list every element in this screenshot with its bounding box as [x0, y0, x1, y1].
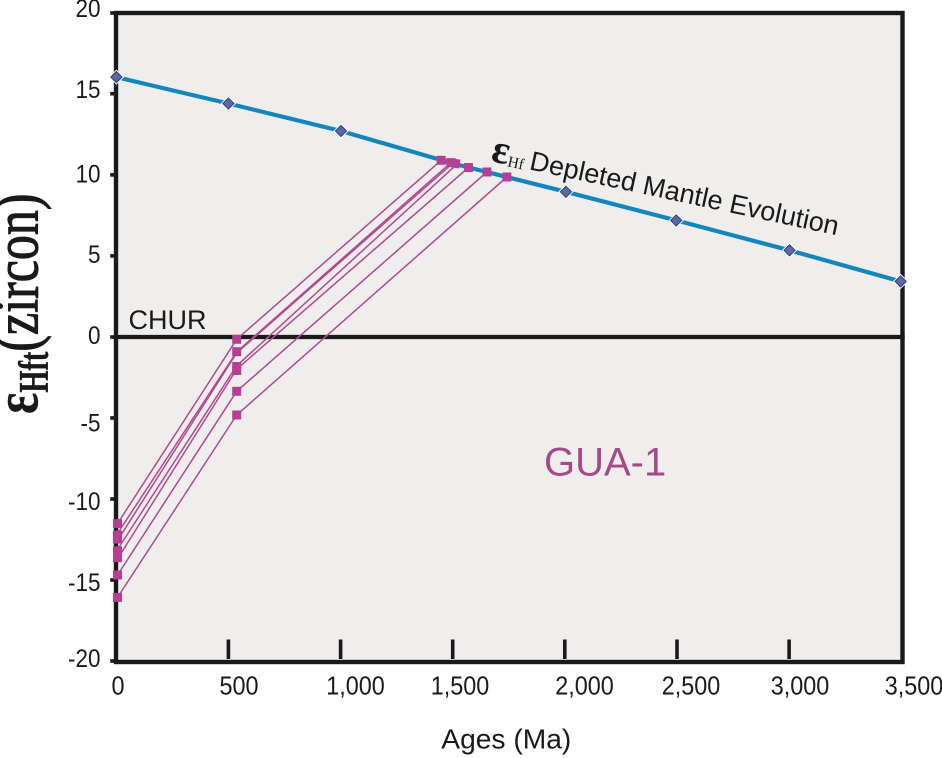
- svg-text:15: 15: [75, 76, 100, 104]
- svg-text:3,500: 3,500: [885, 672, 942, 700]
- svg-text:3,000: 3,000: [771, 672, 830, 700]
- svg-text:-20: -20: [68, 645, 101, 673]
- svg-text:0: 0: [88, 322, 101, 350]
- svg-text:500: 500: [219, 672, 258, 700]
- svg-text:εHft(zircon): εHft(zircon): [0, 193, 58, 414]
- svg-text:-10: -10: [68, 488, 101, 516]
- svg-text:1,000: 1,000: [326, 672, 385, 700]
- svg-text:20: 20: [75, 0, 100, 24]
- svg-text:-5: -5: [80, 409, 100, 437]
- svg-text:1,500: 1,500: [431, 672, 490, 700]
- svg-text:10: 10: [75, 160, 100, 188]
- svg-text:-15: -15: [68, 569, 101, 597]
- svg-text:2,500: 2,500: [662, 672, 721, 700]
- svg-text:Ages (Ma): Ages (Ma): [441, 723, 571, 755]
- svg-text:CHUR: CHUR: [129, 305, 207, 335]
- svg-text:0: 0: [111, 672, 124, 700]
- svg-text:2,000: 2,000: [555, 672, 614, 700]
- svg-text:GUA-1: GUA-1: [544, 441, 666, 485]
- svg-text:5: 5: [88, 241, 101, 269]
